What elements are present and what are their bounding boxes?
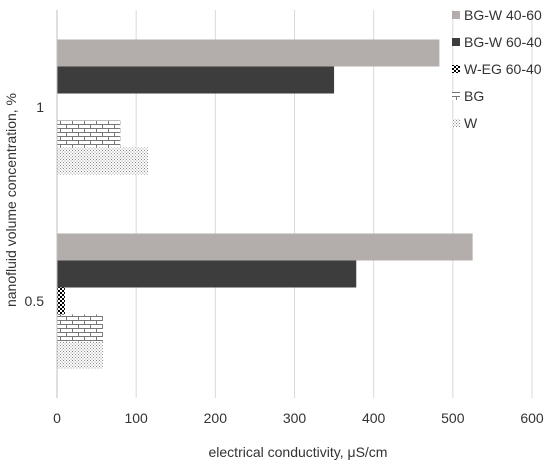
- bar-bg-w-40-60-0-5: [57, 233, 473, 261]
- legend-label: BG-W 60-40: [464, 34, 542, 50]
- x-tick-label: 600: [520, 410, 544, 426]
- legend-swatch: [452, 119, 460, 127]
- x-tick-label: 0: [53, 410, 61, 426]
- y-tick-label: 0.5: [25, 293, 45, 309]
- bar-w-1: [57, 147, 149, 175]
- bar-bg-w-40-60-1: [57, 39, 440, 67]
- x-tick-labels: 0 100 200 300 400 500 600: [53, 410, 544, 426]
- x-axis-title: electrical conductivity, μS/cm: [209, 444, 388, 460]
- bars: [57, 39, 473, 369]
- legend-label: W: [464, 115, 478, 131]
- y-tick-labels: 10.5: [25, 99, 45, 309]
- bar-bg-1: [57, 120, 121, 148]
- legend-swatch: [452, 65, 460, 73]
- x-tick-label: 400: [362, 410, 386, 426]
- legend-label: W-EG 60-40: [464, 61, 542, 77]
- x-tick-label: 100: [124, 410, 148, 426]
- x-tick-label: 200: [204, 410, 228, 426]
- legend-swatch: [452, 11, 460, 19]
- bar-w-0-5: [57, 341, 103, 369]
- y-axis-title: nanofluid volume concentration, %: [3, 93, 19, 307]
- bar-bg-0-5: [57, 314, 103, 342]
- bar-w-eg-60-40-0-5: [57, 287, 65, 315]
- x-tick-label: 300: [283, 410, 307, 426]
- legend: BG-W 40-60 BG-W 60-40 W-EG 60-40 BG W: [452, 7, 542, 131]
- bar-bg-w-60-40-0-5: [57, 260, 357, 288]
- legend-label: BG-W 40-60: [464, 7, 542, 23]
- x-tick-label: 500: [441, 410, 465, 426]
- legend-swatch: [452, 92, 460, 100]
- legend-label: BG: [464, 88, 484, 104]
- y-tick-label: 1: [36, 99, 44, 115]
- bar-bg-w-60-40-1: [57, 66, 335, 94]
- legend-swatch: [452, 38, 460, 46]
